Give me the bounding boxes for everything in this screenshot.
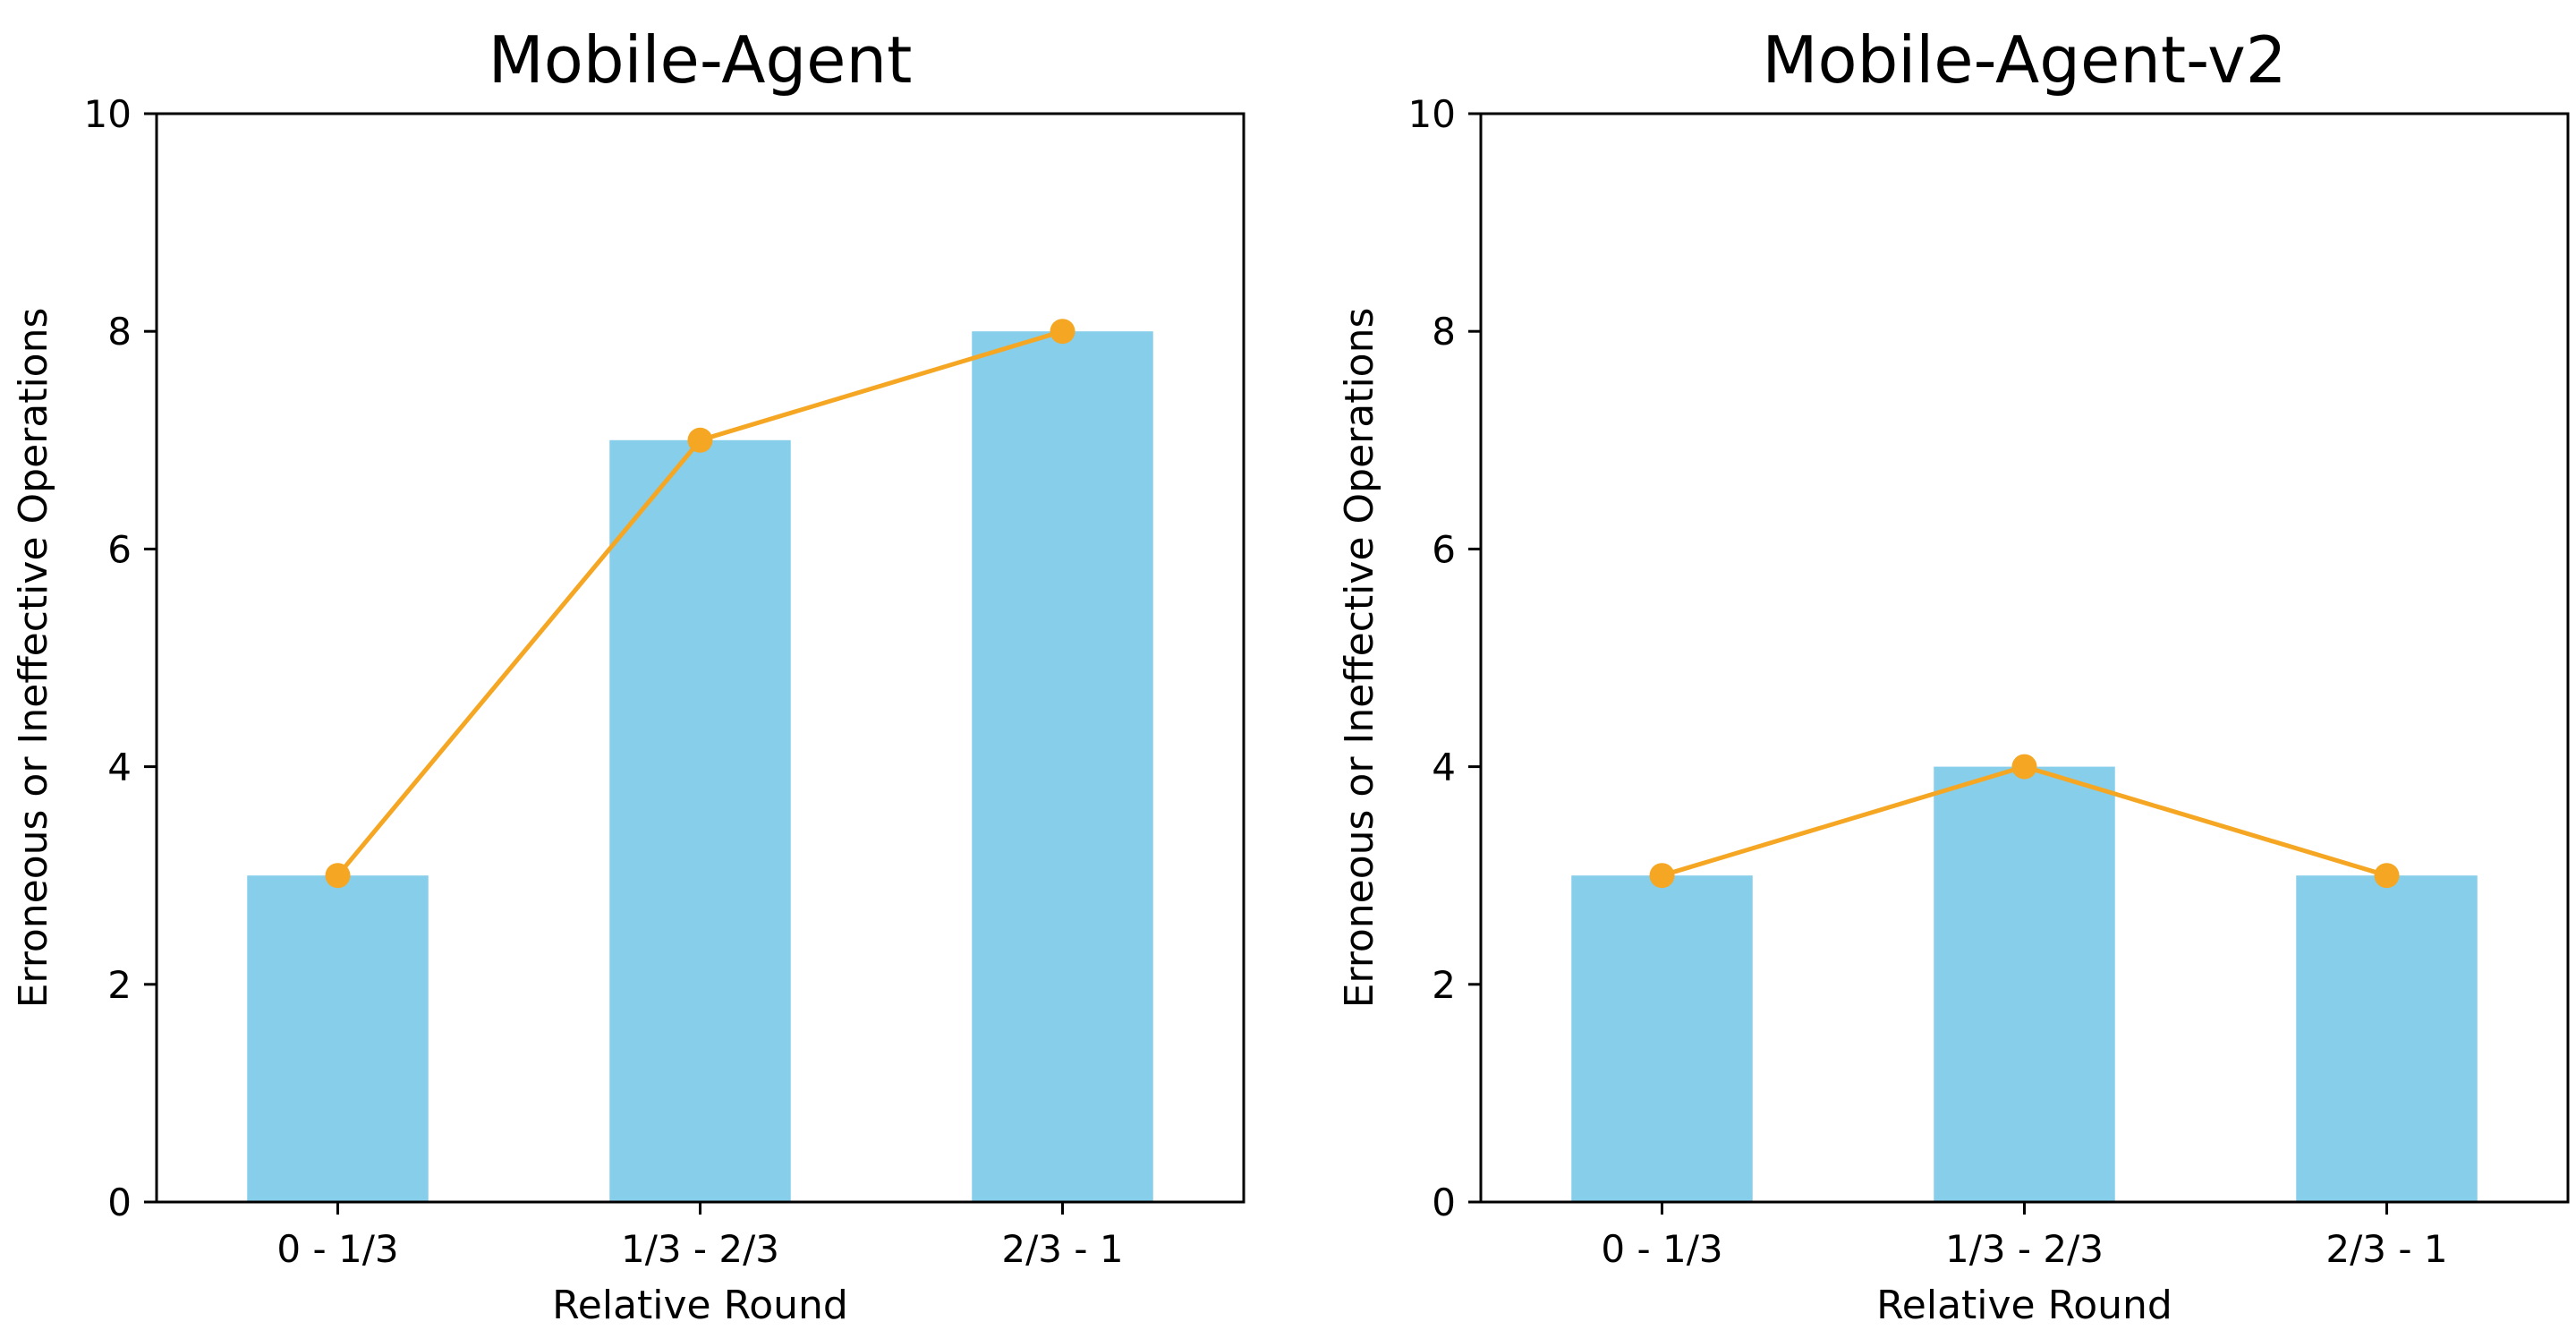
bar-0 (1571, 875, 1753, 1202)
chart-title: Mobile-Agent (489, 22, 913, 98)
y-tick-label: 10 (84, 92, 132, 136)
y-tick-label: 8 (1432, 310, 1456, 354)
x-tick-label: 1/3 - 2/3 (1945, 1227, 2104, 1271)
data-point-1 (687, 427, 713, 453)
chart-title: Mobile-Agent-v2 (1762, 22, 2286, 98)
bar-0 (247, 875, 429, 1202)
data-point-2 (1050, 319, 1075, 345)
bar-1 (609, 439, 791, 1202)
y-tick-label: 4 (1432, 746, 1456, 789)
chart-panel-mobile-agent-v2: Mobile-Agent-v2 0 2 4 6 8 10 0 - 1/3 1/3 - 2/3 2/… (1337, 22, 2570, 1328)
x-tick-label: 0 - 1/3 (1601, 1227, 1722, 1271)
y-tick-label: 8 (107, 310, 132, 354)
x-axis-label: Relative Round (552, 1283, 848, 1328)
bar-1 (1934, 766, 2115, 1202)
x-tick-label: 1/3 - 2/3 (621, 1227, 779, 1271)
y-axis-label: Erroneous or Ineffective Operations (11, 308, 56, 1009)
x-axis-label: Relative Round (1876, 1283, 2172, 1328)
chart-panel-mobile-agent: Mobile-Agent 0 2 4 6 8 10 0 - 1/3 1/3 - 2/3 2/3 -… (11, 22, 1245, 1328)
y-tick-label: 6 (107, 527, 132, 571)
y-axis-label: Erroneous or Ineffective Operations (1337, 308, 1382, 1009)
y-tick-label: 0 (107, 1181, 132, 1224)
bar-2 (2296, 875, 2478, 1202)
y-tick-label: 4 (107, 746, 132, 789)
y-tick-label: 10 (1408, 92, 1456, 136)
data-point-2 (2374, 863, 2400, 889)
y-tick-label: 2 (1432, 963, 1456, 1007)
y-tick-label: 2 (107, 963, 132, 1007)
data-point-0 (1649, 863, 1675, 889)
y-tick-label: 6 (1432, 527, 1456, 571)
bar-2 (972, 331, 1153, 1202)
y-tick-label: 0 (1432, 1181, 1456, 1224)
x-tick-label: 2/3 - 1 (2325, 1227, 2447, 1271)
data-point-1 (2011, 754, 2037, 780)
data-point-0 (325, 863, 351, 889)
x-tick-label: 0 - 1/3 (276, 1227, 398, 1271)
x-tick-label: 2/3 - 1 (1001, 1227, 1123, 1271)
